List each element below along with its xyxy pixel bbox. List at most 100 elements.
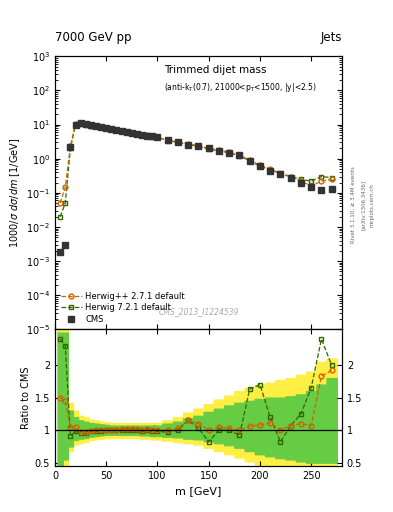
Y-axis label: $1000/\sigma\ d\sigma/dm\ [1/\mathrm{GeV}]$: $1000/\sigma\ d\sigma/dm\ [1/\mathrm{GeV… xyxy=(8,138,22,248)
Herwig++ 2.7.1 default xyxy=(206,145,211,152)
Herwig 7.2.1 default xyxy=(329,175,334,181)
CMS xyxy=(165,137,170,143)
Herwig 7.2.1 default xyxy=(217,148,221,154)
CMS xyxy=(319,187,324,193)
CMS xyxy=(206,145,211,152)
CMS xyxy=(217,148,221,154)
Herwig++ 2.7.1 default xyxy=(73,121,78,127)
Herwig 7.2.1 default xyxy=(104,125,108,131)
Text: 7000 GeV pp: 7000 GeV pp xyxy=(55,31,132,44)
Herwig 7.2.1 default xyxy=(125,129,129,135)
Herwig++ 2.7.1 default xyxy=(125,129,129,135)
Text: Rivet 3.1.10, ≥ 3.4M events: Rivet 3.1.10, ≥ 3.4M events xyxy=(351,166,356,243)
Herwig 7.2.1 default xyxy=(268,166,273,173)
Text: Jets: Jets xyxy=(320,31,342,44)
Herwig 7.2.1 default xyxy=(150,134,155,140)
Herwig++ 2.7.1 default xyxy=(104,124,108,131)
CMS xyxy=(155,134,160,140)
CMS xyxy=(58,249,62,255)
Herwig++ 2.7.1 default xyxy=(247,157,252,163)
Herwig++ 2.7.1 default xyxy=(140,132,145,138)
Text: CMS_2013_I1224539: CMS_2013_I1224539 xyxy=(158,307,239,316)
CMS xyxy=(94,123,98,129)
Herwig 7.2.1 default xyxy=(227,150,231,156)
Text: (anti-k$_\mathrm{T}$(0.7), 21000<p$_\mathrm{T}$<1500, |y|<2.5): (anti-k$_\mathrm{T}$(0.7), 21000<p$_\mat… xyxy=(164,81,316,94)
Herwig 7.2.1 default xyxy=(176,139,180,145)
Herwig 7.2.1 default xyxy=(237,153,242,159)
Herwig 7.2.1 default xyxy=(165,138,170,144)
Herwig++ 2.7.1 default xyxy=(329,176,334,182)
CMS xyxy=(309,184,314,190)
Herwig++ 2.7.1 default xyxy=(288,174,293,180)
CMS xyxy=(78,120,83,126)
Herwig 7.2.1 default xyxy=(119,128,124,134)
CMS xyxy=(329,186,334,192)
Herwig++ 2.7.1 default xyxy=(299,178,303,184)
Line: Herwig++ 2.7.1 default: Herwig++ 2.7.1 default xyxy=(58,121,334,205)
Herwig 7.2.1 default xyxy=(135,131,140,137)
CMS xyxy=(104,125,108,131)
Herwig++ 2.7.1 default xyxy=(150,133,155,139)
Herwig 7.2.1 default xyxy=(68,145,73,152)
CMS xyxy=(186,141,191,147)
Herwig 7.2.1 default xyxy=(63,200,68,206)
Herwig 7.2.1 default xyxy=(299,176,303,182)
Herwig 7.2.1 default xyxy=(130,131,134,137)
Herwig 7.2.1 default xyxy=(278,170,283,176)
CMS xyxy=(196,143,201,150)
CMS xyxy=(114,127,119,133)
Herwig 7.2.1 default xyxy=(83,121,88,127)
Herwig 7.2.1 default xyxy=(145,133,150,139)
Herwig++ 2.7.1 default xyxy=(83,121,88,127)
Herwig 7.2.1 default xyxy=(196,143,201,150)
Herwig++ 2.7.1 default xyxy=(94,123,98,129)
CMS xyxy=(99,124,103,130)
Herwig++ 2.7.1 default xyxy=(88,122,93,129)
CMS xyxy=(145,133,150,139)
Herwig++ 2.7.1 default xyxy=(165,137,170,143)
Herwig 7.2.1 default xyxy=(155,134,160,140)
Herwig++ 2.7.1 default xyxy=(227,149,231,155)
Herwig 7.2.1 default xyxy=(309,178,314,184)
Herwig 7.2.1 default xyxy=(247,158,252,164)
Herwig++ 2.7.1 default xyxy=(135,131,140,137)
Herwig++ 2.7.1 default xyxy=(63,184,68,190)
CMS xyxy=(288,175,293,181)
Herwig++ 2.7.1 default xyxy=(68,143,73,150)
Herwig 7.2.1 default xyxy=(288,174,293,180)
Y-axis label: Ratio to CMS: Ratio to CMS xyxy=(20,367,31,429)
CMS xyxy=(119,128,124,134)
Herwig 7.2.1 default xyxy=(99,124,103,130)
Herwig++ 2.7.1 default xyxy=(278,171,283,177)
Herwig++ 2.7.1 default xyxy=(217,147,221,153)
CMS xyxy=(237,152,242,158)
Text: mcplots.cern.ch: mcplots.cern.ch xyxy=(369,183,375,227)
CMS xyxy=(150,133,155,139)
Herwig 7.2.1 default xyxy=(140,132,145,138)
CMS xyxy=(278,171,283,177)
CMS xyxy=(257,163,262,169)
CMS xyxy=(135,131,140,137)
Herwig 7.2.1 default xyxy=(257,163,262,169)
CMS xyxy=(125,129,129,135)
Line: CMS: CMS xyxy=(57,120,334,255)
Herwig++ 2.7.1 default xyxy=(58,200,62,206)
Herwig 7.2.1 default xyxy=(319,174,324,180)
Herwig 7.2.1 default xyxy=(109,126,114,132)
CMS xyxy=(268,167,273,174)
X-axis label: m [GeV]: m [GeV] xyxy=(175,486,222,496)
CMS xyxy=(176,139,180,145)
CMS xyxy=(88,122,93,129)
CMS xyxy=(227,150,231,156)
Herwig++ 2.7.1 default xyxy=(268,166,273,172)
CMS xyxy=(63,242,68,248)
Herwig 7.2.1 default xyxy=(88,122,93,129)
Line: Herwig 7.2.1 default: Herwig 7.2.1 default xyxy=(58,121,334,219)
Herwig++ 2.7.1 default xyxy=(78,120,83,126)
Herwig++ 2.7.1 default xyxy=(257,162,262,168)
Herwig++ 2.7.1 default xyxy=(99,124,103,130)
Herwig++ 2.7.1 default xyxy=(186,141,191,147)
Herwig 7.2.1 default xyxy=(114,127,119,133)
Herwig++ 2.7.1 default xyxy=(155,134,160,140)
CMS xyxy=(68,144,73,150)
